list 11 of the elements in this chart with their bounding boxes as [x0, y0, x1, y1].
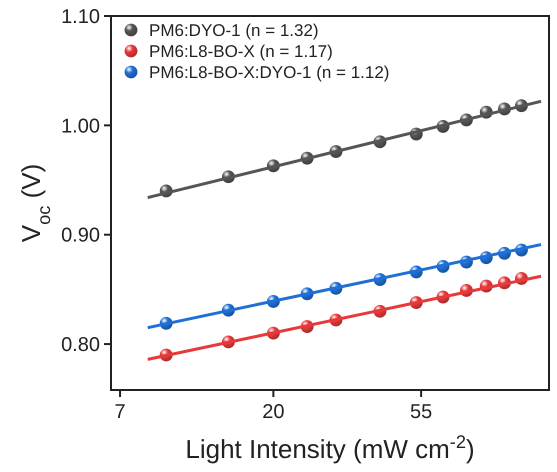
legend-label: PM6:L8-BO-X (n = 1.17) — [149, 42, 333, 61]
y-tick-label: 0.80 — [61, 334, 100, 356]
legend-label: PM6:DYO-1 (n = 1.32) — [149, 21, 319, 40]
y-tick-label: 1.10 — [61, 6, 100, 28]
y-tick-label: 0.90 — [61, 224, 100, 247]
x-tick-label: 55 — [410, 401, 432, 423]
legend-label: PM6:L8-BO-X:DYO-1 (n = 1.12) — [149, 63, 390, 82]
y-tick-label: 1.00 — [61, 115, 100, 138]
x-tick-label: 7 — [114, 401, 126, 423]
x-axis-title: Light Intensity (mW cm$^{-2}$) — [185, 432, 475, 464]
x-tick-label: 20 — [262, 401, 284, 423]
